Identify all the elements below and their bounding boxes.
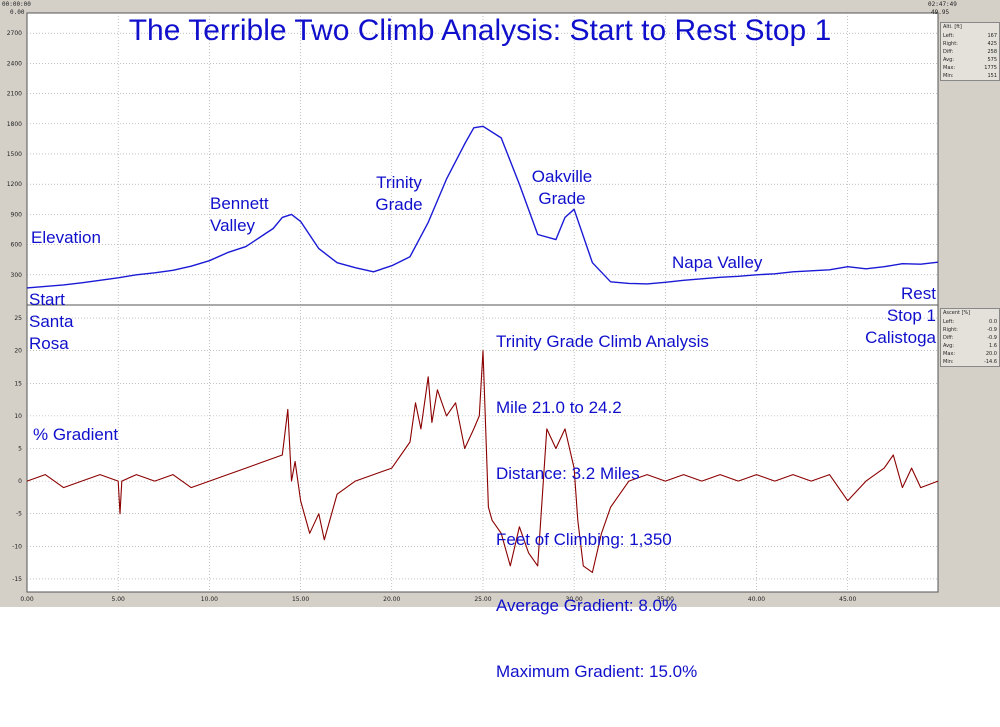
bennett-valley-label: Bennett Valley — [210, 194, 269, 235]
gradient-tick-label: -15 — [12, 576, 22, 583]
gradient-stat-row: Diff: -0.9 — [941, 334, 999, 342]
elevation-stat-value: 1775 — [984, 65, 997, 71]
gradient-stat-row: Right: -0.9 — [941, 326, 999, 334]
elevation-stat-row: Right: 425 — [941, 40, 999, 48]
elevation-stat-label: Diff: — [943, 49, 954, 55]
x-tick-label: 5.00 — [112, 596, 126, 603]
climb-line-average: Average Gradient: 8.0% — [496, 596, 678, 615]
elevation-tick-label: 1200 — [7, 181, 22, 188]
gradient-stat-value: -0.9 — [987, 327, 997, 333]
chart-title: The Terrible Two Climb Analysis: Start t… — [128, 14, 832, 47]
gradient-series-line — [26, 350, 939, 573]
gradient-stat-value: 0.0 — [989, 319, 997, 325]
elevation-stat-value: 425 — [987, 41, 997, 47]
gradient-stat-label: Left: — [943, 319, 955, 325]
climb-line-distance: Distance: 3.2 Miles — [496, 464, 640, 483]
gradient-stats-header: Ascent [%] — [943, 310, 971, 316]
chart-window: 0.00 5.00 10.00 15.00 20.00 25.00 30.00 35.00 40… — [0, 0, 1000, 681]
oakville-grade-label: Oakville Grade — [531, 167, 593, 208]
gradient-tick-label: -5 — [16, 511, 22, 518]
elevation-stat-row: Min: 151 — [941, 72, 999, 80]
gradient-stat-row: Avg: 1.6 — [941, 342, 999, 350]
x-tick-label: 10.00 — [201, 596, 218, 603]
start-distance: 0.00 — [10, 9, 25, 16]
climb-line-climbing: Feet of Climbing: 1,350 — [496, 530, 672, 549]
elevation-tick-label: 1500 — [7, 151, 22, 158]
elevation-stat-row: Avg: 575 — [941, 56, 999, 64]
gradient-tick-label: 0 — [18, 478, 22, 485]
elevation-stat-value: 575 — [987, 57, 997, 63]
elevation-tick-label: 900 — [11, 211, 23, 218]
elevation-stat-value: 258 — [987, 49, 997, 55]
start-label: Start Santa Rosa — [29, 290, 74, 353]
x-tick-label: 20.00 — [383, 596, 400, 603]
gradient-stat-label: Max: — [943, 351, 956, 357]
elevation-stat-value: 167 — [987, 33, 997, 39]
climb-line-mile: Mile 21.0 to 24.2 — [496, 398, 622, 417]
rest-stop-label: Rest Stop 1 Calistoga — [865, 284, 936, 347]
elevation-stat-row: Diff: 258 — [941, 48, 999, 56]
gradient-stat-row: Max: 20.0 — [941, 350, 999, 358]
elevation-stat-label: Min: — [943, 73, 954, 79]
gradient-stat-label: Diff: — [943, 335, 954, 341]
gradient-label: % Gradient — [33, 425, 119, 444]
elevation-stat-value: 151 — [987, 73, 997, 79]
start-time: 00:00:00 — [2, 1, 31, 8]
end-distance: 49.95 — [931, 9, 950, 16]
x-tick-label: 30.00 — [566, 596, 583, 603]
end-readout: 02:47:49 49.95 — [928, 1, 957, 17]
napa-valley-label: Napa Valley — [672, 253, 763, 272]
elevation-stat-label: Max: — [943, 65, 956, 71]
gradient-stat-row: Left: 0.0 — [941, 318, 999, 326]
gradient-stat-value: 20.0 — [985, 351, 997, 357]
climb-line-maximum: Maximum Gradient: 15.0% — [496, 662, 698, 681]
elevation-stat-row: Max: 1775 — [941, 64, 999, 72]
chart-canvas: 0.00 5.00 10.00 15.00 20.00 25.00 30.00 35.00 40… — [7, 12, 939, 603]
elevation-tick-label: 300 — [11, 272, 23, 279]
gradient-tick-label: 15 — [14, 380, 22, 387]
elevation-tick-label: 2400 — [7, 60, 22, 67]
elevation-stats-header: Alti. [ft] — [943, 24, 962, 30]
gradient-tick-label: 10 — [14, 413, 22, 420]
trinity-grade-label: Trinity Grade — [375, 173, 423, 214]
end-time: 02:47:49 — [928, 1, 957, 8]
start-readout: 00:00:00 0.00 — [2, 1, 31, 17]
gradient-tick-label: 5 — [18, 446, 22, 453]
gradient-tick-label: -10 — [12, 543, 22, 550]
climb-analysis-box: Trinity Grade Climb Analysis Mile 21.0 t… — [496, 287, 709, 727]
elevation-stat-label: Avg: — [943, 57, 954, 63]
gradient-stat-label: Min: — [943, 359, 954, 365]
gradient-stat-label: Avg: — [943, 343, 954, 349]
x-tick-label: 15.00 — [292, 596, 309, 603]
elevation-label: Elevation — [31, 228, 101, 247]
climb-analysis-title: Trinity Grade Climb Analysis — [496, 332, 709, 351]
x-tick-label: 0.00 — [20, 596, 34, 603]
gradient-tick-label: 25 — [14, 315, 22, 322]
gradient-tick-label: 20 — [14, 348, 22, 355]
gradient-stat-row: Min: -14.6 — [941, 358, 999, 366]
x-tick-label: 45.00 — [839, 596, 856, 603]
gradient-stat-value: -0.9 — [987, 335, 997, 341]
x-tick-label: 40.00 — [748, 596, 765, 603]
gradient-stat-value: 1.6 — [989, 343, 997, 349]
plot-area — [26, 12, 939, 593]
elevation-tick-label: 1800 — [7, 121, 22, 128]
x-tick-label: 35.00 — [657, 596, 674, 603]
elevation-tick-label: 2700 — [7, 30, 22, 37]
elevation-stat-label: Left: — [943, 33, 955, 39]
elevation-tick-label: 2100 — [7, 91, 22, 98]
elevation-stat-label: Right: — [943, 41, 958, 47]
gradient-stat-label: Right: — [943, 327, 958, 333]
gradient-stat-value: -14.6 — [984, 359, 997, 365]
gradient-stats-panel: Ascent [%] Left: 0.0 Right: -0.9 Diff: -0.9 Av… — [940, 308, 1000, 367]
elevation-stat-row: Left: 167 — [941, 32, 999, 40]
elevation-series-line — [26, 125, 939, 289]
elevation-tick-label: 600 — [11, 242, 23, 249]
x-tick-label: 25.00 — [474, 596, 491, 603]
